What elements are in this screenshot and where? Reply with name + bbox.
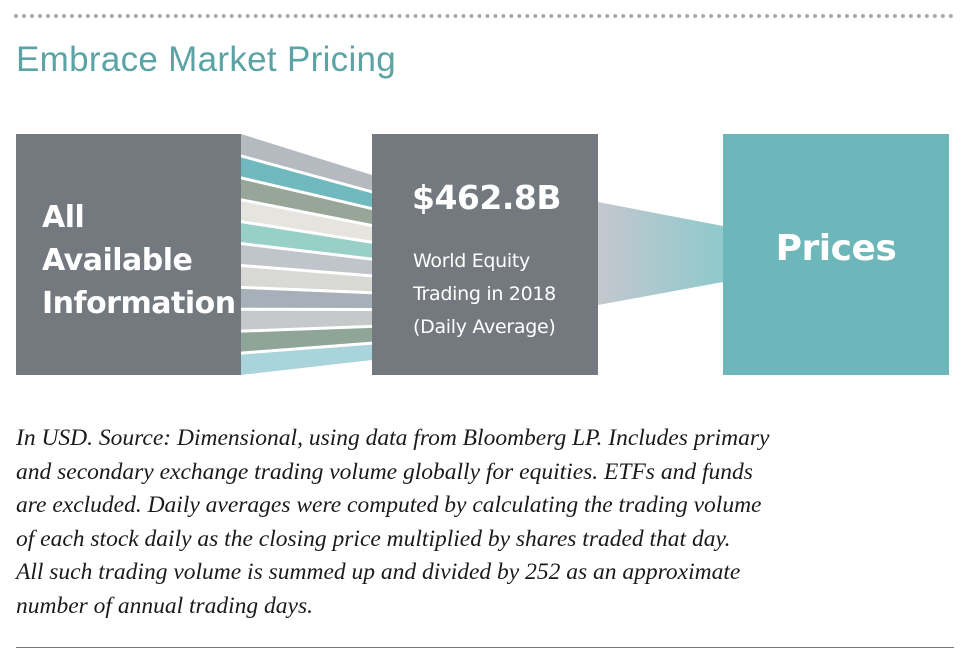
bottom-divider (16, 647, 954, 648)
information-stripe (241, 245, 372, 275)
trading-volume-box (372, 134, 598, 375)
information-stripe (241, 179, 372, 224)
page-title: Embrace Market Pricing (16, 40, 397, 79)
all-information-label: All Available Information (42, 196, 236, 325)
description-line: (Daily Average) (413, 316, 556, 338)
description-line: Trading in 2018 (413, 283, 556, 305)
information-stripe (241, 157, 372, 208)
left-label-line: Information (42, 286, 236, 321)
information-stripes (241, 134, 372, 375)
left-label-line: All (42, 200, 85, 235)
all-information-box (16, 134, 241, 375)
footnote-line: number of annual trading days. (16, 592, 314, 619)
trading-volume-description: World Equity Trading in 2018 (Daily Aver… (413, 245, 556, 344)
trading-volume-value: $462.8B (412, 178, 562, 217)
footnote-line: are excluded. Daily averages were comput… (16, 492, 762, 519)
description-line: World Equity (413, 250, 530, 272)
information-stripe (241, 327, 372, 352)
top-dotted-divider (14, 14, 954, 18)
information-stripe (241, 344, 372, 375)
information-stripe (241, 288, 372, 309)
footnote-line: All such trading volume is summed up and… (16, 559, 741, 586)
source-footnote: In USD. Source: Dimensional, using data … (16, 422, 956, 624)
information-stripe (241, 201, 372, 241)
information-stripe (241, 266, 372, 292)
left-label-line: Available (42, 243, 193, 278)
prices-box (723, 134, 949, 375)
prices-label: Prices (775, 228, 897, 269)
footnote-line: and secondary exchange trading volume gl… (16, 458, 753, 485)
information-stripe (241, 310, 372, 330)
funnel-connector (598, 202, 723, 305)
information-stripe (241, 223, 372, 258)
footnote-line: of each stock daily as the closing price… (16, 525, 731, 552)
footnote-line: In USD. Source: Dimensional, using data … (16, 425, 770, 451)
information-stripe (241, 134, 372, 191)
